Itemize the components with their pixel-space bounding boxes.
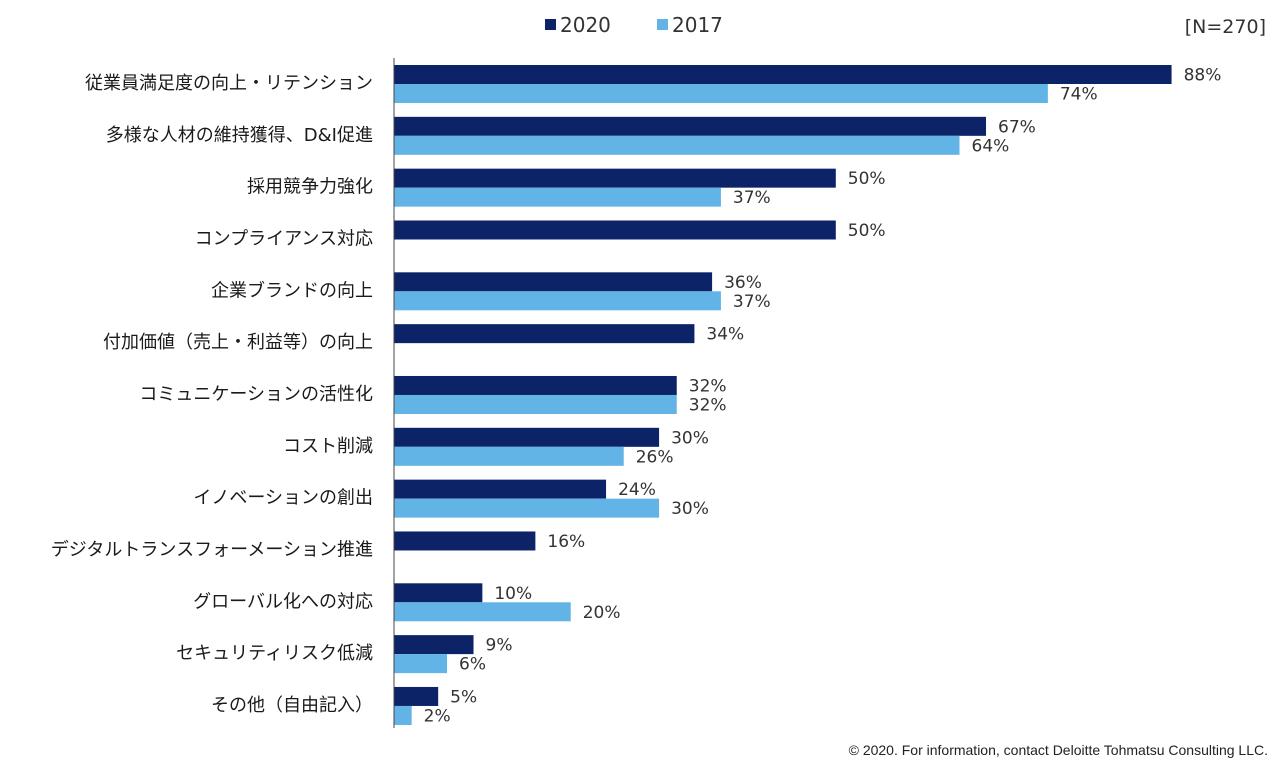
- value-labels-group: 88%74%67%64%50%37%50%36%37%34%32%32%30%2…: [424, 66, 1222, 727]
- category-label: グローバル化への対応: [193, 591, 373, 612]
- category-label: セキュリティリスク低減: [176, 643, 373, 664]
- bar-2017-7: [394, 394, 677, 414]
- legend: 2020 2017: [545, 13, 723, 37]
- value-label-2017-2: 64%: [972, 136, 1010, 156]
- value-label-2020-1: 88%: [1184, 66, 1222, 86]
- sample-size-note: [N=270]: [1185, 16, 1266, 38]
- value-label-2020-8: 30%: [671, 428, 709, 448]
- bar-2017-12: [394, 654, 448, 674]
- bar-2020-9: [394, 479, 607, 499]
- value-label-2017-11: 20%: [583, 603, 621, 623]
- value-label-2020-10: 16%: [547, 532, 585, 552]
- bar-2017-5: [394, 291, 721, 311]
- legend-label-2020: 2020: [560, 13, 611, 37]
- bar-2020-2: [394, 116, 987, 136]
- category-label: 従業員満足度の向上・リテンション: [85, 73, 373, 94]
- bar-2017-11: [394, 602, 571, 622]
- bar-2020-7: [394, 375, 677, 395]
- category-label: イノベーションの創出: [193, 488, 373, 509]
- bar-2020-10: [394, 531, 536, 551]
- value-label-2020-3: 50%: [848, 169, 886, 189]
- value-label-2020-4: 50%: [848, 221, 886, 241]
- category-label: コンプライアンス対応: [195, 228, 373, 249]
- bar-2017-9: [394, 498, 660, 518]
- value-label-2017-13: 2%: [424, 706, 451, 726]
- value-label-2020-12: 9%: [486, 636, 513, 656]
- bar-2017-1: [394, 84, 1048, 103]
- category-label: 企業ブランドの向上: [211, 279, 373, 301]
- category-label: コスト削減: [283, 436, 373, 457]
- bar-2020-4: [394, 220, 836, 240]
- value-label-2017-12: 6%: [459, 655, 486, 675]
- bar-2020-3: [394, 168, 836, 188]
- category-label: コミュニケーションの活性化: [139, 384, 373, 405]
- bar-2020-8: [394, 427, 660, 447]
- bar-2020-12: [394, 635, 474, 655]
- value-label-2020-6: 34%: [706, 325, 744, 345]
- category-label: デジタルトランスフォーメーション推進: [51, 539, 373, 560]
- bar-2017-3: [394, 187, 721, 207]
- copyright-text: © 2020. For information, contact Deloitt…: [848, 742, 1268, 758]
- bar-2017-13: [394, 705, 412, 725]
- legend-swatch-2017: [657, 19, 668, 30]
- value-label-2020-7: 32%: [689, 376, 727, 396]
- value-label-2020-2: 67%: [998, 117, 1036, 137]
- bar-2020-13: [394, 686, 439, 706]
- category-label: 付加価値（売上・利益等）の向上: [103, 332, 373, 353]
- value-label-2020-9: 24%: [618, 480, 656, 500]
- value-label-2017-9: 30%: [671, 499, 709, 519]
- legend-swatch-2020: [545, 19, 556, 30]
- legend-label-2017: 2017: [672, 13, 723, 37]
- bar-2017-2: [394, 135, 960, 155]
- bar-2020-6: [394, 324, 695, 344]
- category-label: 多様な人材の維持獲得、D&I促進: [106, 125, 373, 146]
- bar-2020-11: [394, 583, 483, 603]
- value-label-2020-5: 36%: [724, 273, 762, 293]
- category-labels-group: 従業員満足度の向上・リテンション多様な人材の維持獲得、D&I促進採用競争力強化コ…: [51, 73, 373, 716]
- bars-group: [394, 65, 1172, 725]
- value-label-2020-13: 5%: [450, 687, 477, 707]
- value-label-2017-1: 74%: [1060, 85, 1098, 105]
- value-label-2017-5: 37%: [733, 292, 771, 312]
- value-label-2017-7: 32%: [689, 395, 727, 415]
- bar-2020-1: [394, 65, 1172, 84]
- bar-2020-5: [394, 272, 713, 292]
- bar-2017-8: [394, 446, 624, 466]
- value-label-2020-11: 10%: [494, 584, 532, 604]
- category-label: その他（自由記入）: [211, 695, 373, 716]
- value-label-2017-3: 37%: [733, 188, 771, 208]
- category-label: 採用競争力強化: [247, 177, 373, 198]
- value-label-2017-8: 26%: [636, 447, 674, 467]
